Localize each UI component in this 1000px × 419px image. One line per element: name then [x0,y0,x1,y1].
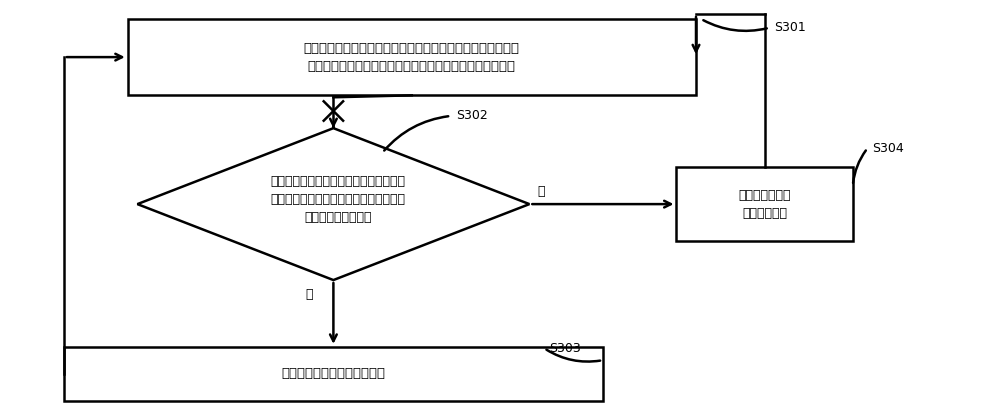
Text: 侦测第二输出扫描讯号是否在第一输出扫
描讯号由致能准位转为禁能准位之前由禁
能准位转为致能准位: 侦测第二输出扫描讯号是否在第一输出扫 描讯号由致能准位转为禁能准位之前由禁 能准… [271,175,406,224]
Bar [64,347,603,401]
Text: 否: 否 [537,185,545,198]
Text: S301: S301 [774,21,806,34]
Text: 增加输出致能讯号的责任周期: 增加输出致能讯号的责任周期 [281,367,385,380]
Bar [676,167,853,241]
Text: S303: S303 [549,341,581,354]
Text: 维持输出致能讯
号的责任周期: 维持输出致能讯 号的责任周期 [738,189,791,220]
Polygon shape [137,128,529,280]
Text: 是: 是 [305,288,313,301]
Text: S302: S302 [456,109,488,122]
Text: S304: S304 [872,142,904,155]
Text: 依据输出致能讯号的责任周期对第一扫描讯号与第二扫描讯号
进行滤除，藉以提供第一输出扫描讯号与第二输出扫描讯号: 依据输出致能讯号的责任周期对第一扫描讯号与第二扫描讯号 进行滤除，藉以提供第一输… [304,41,520,72]
Bar [128,19,696,96]
